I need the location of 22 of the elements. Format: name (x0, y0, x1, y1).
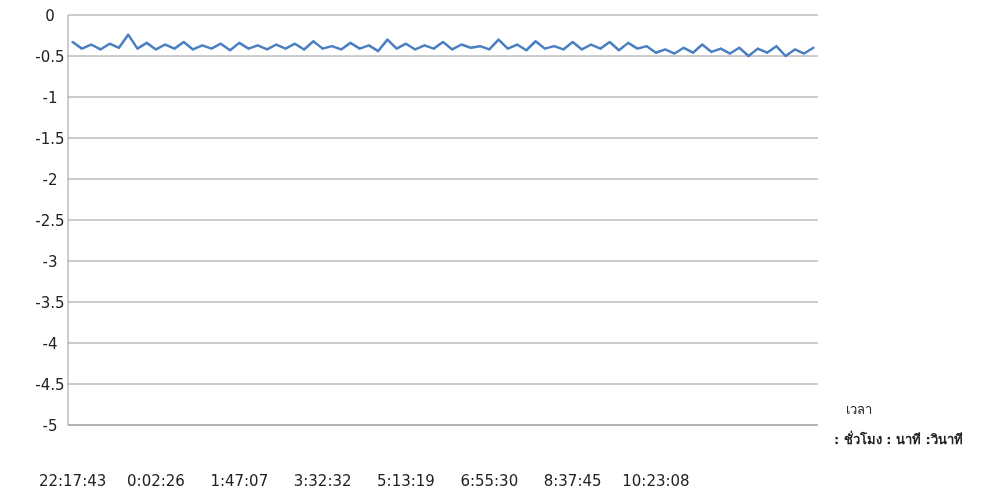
line-series (71, 33, 815, 58)
y-tick-label: -0.5 (35, 48, 65, 66)
y-tick-label: -4 (42, 335, 58, 353)
x-tick-label: 0:02:26 (127, 472, 185, 490)
x-tick-label: 5:13:19 (377, 472, 435, 490)
text: : ชั่วโมง : นาที :วินาที (834, 430, 963, 447)
y-tick-label: 0 (45, 7, 55, 25)
x-tick-label: 22:17:43 (38, 472, 107, 490)
x-axis-title: เวลา (846, 402, 872, 417)
y-tick-label: -1 (42, 89, 58, 107)
y-tick-label: -2 (42, 171, 58, 189)
x-tick-label: 10:23:08 (622, 472, 690, 490)
x-tick-label: 1:47:07 (210, 472, 269, 490)
y-tick-label: -5 (42, 417, 58, 435)
x-tick-label: 3:32:32 (293, 472, 352, 490)
y-tick-label: -1.5 (35, 130, 65, 148)
y-tick-label: -3.5 (35, 294, 65, 312)
x-tick-label: 8:37:45 (543, 472, 602, 490)
y-tick-label: -4.5 (35, 376, 65, 394)
y-tick-label: -2.5 (35, 212, 65, 230)
x-tick-label: 6:55:30 (460, 472, 519, 490)
y-tick-label: -3 (42, 253, 58, 271)
